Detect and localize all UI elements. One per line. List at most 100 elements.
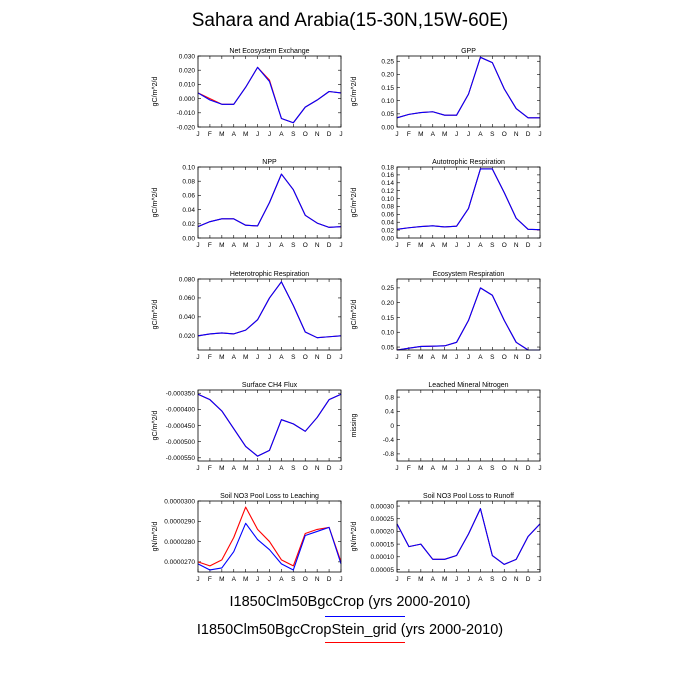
plot-frame [197, 500, 342, 573]
x-tick-label: J [467, 354, 470, 361]
plot-frame [396, 500, 541, 573]
y-tick-label: -0.000400 [166, 407, 196, 414]
x-tick-label: M [219, 465, 224, 472]
y-tick-label: -0.4 [383, 437, 395, 444]
x-tick-label: A [279, 242, 284, 249]
x-tick-label: M [219, 576, 224, 583]
x-tick-label: S [490, 354, 495, 361]
x-tick-label: S [291, 354, 296, 361]
x-tick-label: J [268, 131, 271, 138]
x-tick-label: M [243, 576, 248, 583]
x-tick-label: D [526, 465, 531, 472]
y-tick-label: 0 [390, 423, 394, 430]
y-tick-label: 0.15 [381, 315, 394, 322]
x-tick-label: J [538, 354, 541, 361]
x-tick-label: A [478, 131, 483, 138]
y-tick-label: 0.04 [182, 207, 195, 214]
x-tick-label: J [268, 465, 271, 472]
x-tick-label: J [196, 131, 199, 138]
x-tick-label: J [395, 242, 398, 249]
y-tick-label: 0.00 [381, 235, 394, 242]
x-tick-label: J [455, 131, 458, 138]
x-tick-label: O [502, 576, 507, 583]
x-tick-label: D [526, 354, 531, 361]
x-tick-label: S [291, 465, 296, 472]
x-tick-label: D [526, 242, 531, 249]
series-line-2 [396, 56, 540, 119]
y-axis-label: missing [351, 414, 358, 438]
x-tick-label: F [208, 576, 212, 583]
y-tick-label: 0.10 [182, 164, 195, 171]
x-tick-label: A [478, 242, 483, 249]
x-tick-label: D [327, 131, 332, 138]
x-tick-label: S [291, 131, 296, 138]
y-tick-label: 0.06 [182, 193, 195, 200]
plot-frame [396, 278, 541, 351]
y-tick-label: 0.10 [381, 196, 394, 203]
x-tick-label: D [526, 576, 531, 583]
x-tick-label: M [442, 242, 447, 249]
x-tick-label: A [478, 576, 483, 583]
x-tick-label: O [303, 354, 308, 361]
panel-title: Soil NO3 Pool Loss to Leaching [220, 493, 319, 500]
x-tick-label: M [418, 131, 423, 138]
panel-title: NPP [262, 159, 277, 166]
y-tick-label: 0.020 [179, 333, 196, 340]
y-tick-label: 0.010 [179, 82, 196, 89]
y-tick-label: 0.02 [381, 227, 394, 234]
x-tick-label: S [490, 465, 495, 472]
x-tick-label: A [279, 465, 284, 472]
x-tick-label: M [418, 465, 423, 472]
series-line-1 [197, 506, 342, 567]
y-tick-label: 0.00010 [371, 554, 395, 561]
series-line-2 [396, 508, 541, 565]
y-tick-label: 0.00 [182, 235, 195, 242]
x-tick-label: O [303, 242, 308, 249]
series-line-1 [396, 508, 541, 565]
x-tick-label: J [256, 576, 259, 583]
y-tick-label: 0.20 [381, 72, 394, 79]
y-tick-label: 0.18 [381, 164, 394, 171]
x-tick-label: N [514, 242, 519, 249]
y-tick-label: 0.4 [385, 409, 394, 416]
x-tick-label: N [315, 576, 320, 583]
x-tick-label: O [502, 131, 507, 138]
panel-soil-no3-pool-loss-to-leaching: Soil NO3 Pool Loss to Leaching gN/m^2/d J F… [152, 493, 343, 583]
x-tick-label: J [395, 576, 398, 583]
x-tick-label: O [502, 242, 507, 249]
series-line-2 [396, 287, 540, 351]
x-tick-label: O [502, 354, 507, 361]
plot-frame [197, 55, 342, 128]
x-tick-label: O [303, 465, 308, 472]
x-tick-label: J [538, 131, 541, 138]
panel-title: Autotrophic Respiration [432, 159, 505, 166]
figure-title: Sahara and Arabia(15-30N,15W-60E) [191, 10, 509, 31]
plot-frame [396, 389, 541, 462]
y-tick-label: 0.05 [381, 111, 394, 118]
y-tick-label: 0.0000270 [164, 559, 195, 566]
plot-frame [197, 389, 342, 462]
x-tick-label: F [407, 131, 411, 138]
x-tick-label: F [407, 242, 411, 249]
x-tick-label: A [232, 242, 237, 249]
x-tick-label: J [196, 576, 199, 583]
x-tick-label: J [538, 465, 541, 472]
series-line-1 [197, 393, 342, 457]
y-tick-label: -0.010 [177, 110, 196, 117]
x-tick-label: J [538, 242, 541, 249]
y-tick-label: -0.000550 [166, 455, 196, 462]
x-tick-label: N [315, 242, 320, 249]
x-tick-label: J [455, 576, 458, 583]
y-tick-label: 0.0000290 [164, 519, 195, 526]
x-tick-label: J [467, 576, 470, 583]
plot-frame [197, 278, 342, 351]
x-tick-label: J [467, 465, 470, 472]
x-tick-label: A [279, 354, 284, 361]
y-tick-label: -0.000350 [166, 391, 196, 398]
x-tick-label: A [279, 131, 284, 138]
panel-title: Net Ecosystem Exchange [229, 48, 309, 55]
